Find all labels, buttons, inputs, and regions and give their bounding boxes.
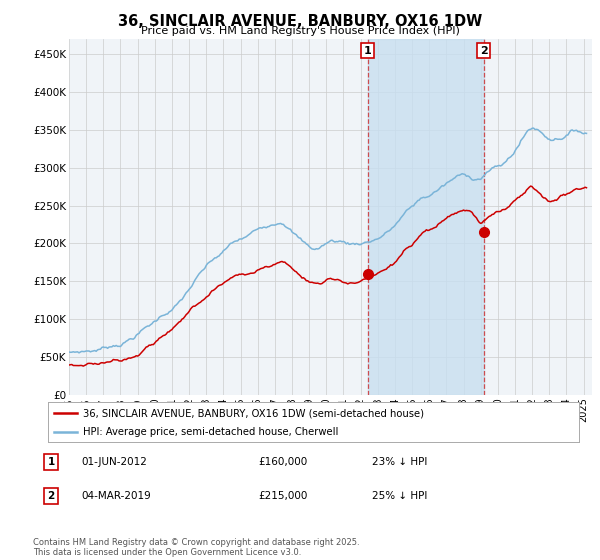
Text: HPI: Average price, semi-detached house, Cherwell: HPI: Average price, semi-detached house,… <box>83 427 338 437</box>
Text: 04-MAR-2019: 04-MAR-2019 <box>81 491 151 501</box>
Text: 01-JUN-2012: 01-JUN-2012 <box>81 457 147 467</box>
Text: £215,000: £215,000 <box>258 491 307 501</box>
Bar <box>368 39 484 395</box>
Text: Price paid vs. HM Land Registry's House Price Index (HPI): Price paid vs. HM Land Registry's House … <box>140 26 460 36</box>
Text: 25% ↓ HPI: 25% ↓ HPI <box>372 491 427 501</box>
Text: 2: 2 <box>47 491 55 501</box>
Text: 2: 2 <box>480 45 487 55</box>
Text: Contains HM Land Registry data © Crown copyright and database right 2025.
This d: Contains HM Land Registry data © Crown c… <box>33 538 359 557</box>
Text: 36, SINCLAIR AVENUE, BANBURY, OX16 1DW (semi-detached house): 36, SINCLAIR AVENUE, BANBURY, OX16 1DW (… <box>83 408 424 418</box>
Text: 36, SINCLAIR AVENUE, BANBURY, OX16 1DW: 36, SINCLAIR AVENUE, BANBURY, OX16 1DW <box>118 14 482 29</box>
Text: 1: 1 <box>364 45 371 55</box>
Text: 1: 1 <box>47 457 55 467</box>
Text: 23% ↓ HPI: 23% ↓ HPI <box>372 457 427 467</box>
Text: £160,000: £160,000 <box>258 457 307 467</box>
